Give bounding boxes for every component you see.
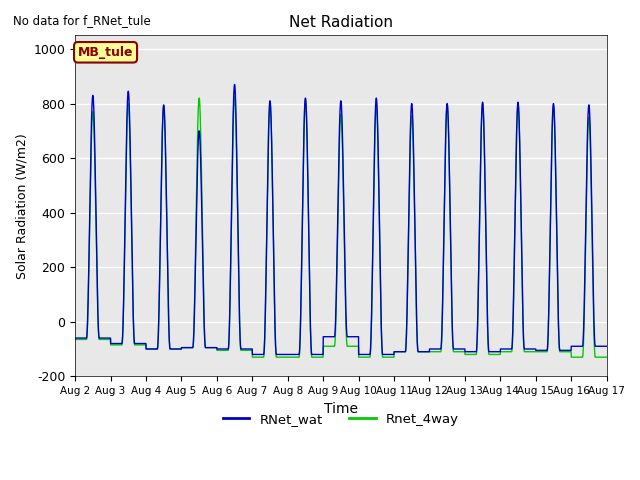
Line: RNet_wat: RNet_wat: [75, 84, 607, 354]
Rnet_4way: [179, 345, 187, 350]
Y-axis label: Solar Radiation (W/m2): Solar Radiation (W/m2): [15, 133, 28, 279]
Rnet_4way: [248, 354, 256, 360]
Legend: RNet_wat, Rnet_4way: RNet_wat, Rnet_4way: [218, 408, 465, 431]
RNet_wat: [601, 343, 609, 349]
RNet_wat: [414, 349, 422, 355]
Rnet_4way: [601, 354, 609, 360]
Rnet_4way: [414, 349, 422, 355]
Rnet_4way: [270, 289, 278, 295]
RNet_wat: [71, 335, 79, 341]
RNet_wat: [490, 349, 497, 355]
RNet_wat: [270, 287, 278, 292]
RNet_wat: [230, 82, 238, 87]
X-axis label: Time: Time: [324, 402, 358, 416]
Rnet_4way: [490, 351, 497, 357]
RNet_wat: [185, 345, 193, 350]
Rnet_4way: [71, 336, 79, 342]
Rnet_4way: [603, 354, 611, 360]
Text: No data for f_RNet_tule: No data for f_RNet_tule: [13, 14, 150, 27]
Line: Rnet_4way: Rnet_4way: [75, 97, 607, 357]
Rnet_4way: [185, 345, 193, 350]
RNet_wat: [603, 343, 611, 349]
RNet_wat: [179, 345, 187, 350]
Title: Net Radiation: Net Radiation: [289, 15, 393, 30]
Text: MB_tule: MB_tule: [78, 46, 133, 59]
RNet_wat: [248, 351, 256, 357]
Rnet_4way: [230, 94, 238, 100]
